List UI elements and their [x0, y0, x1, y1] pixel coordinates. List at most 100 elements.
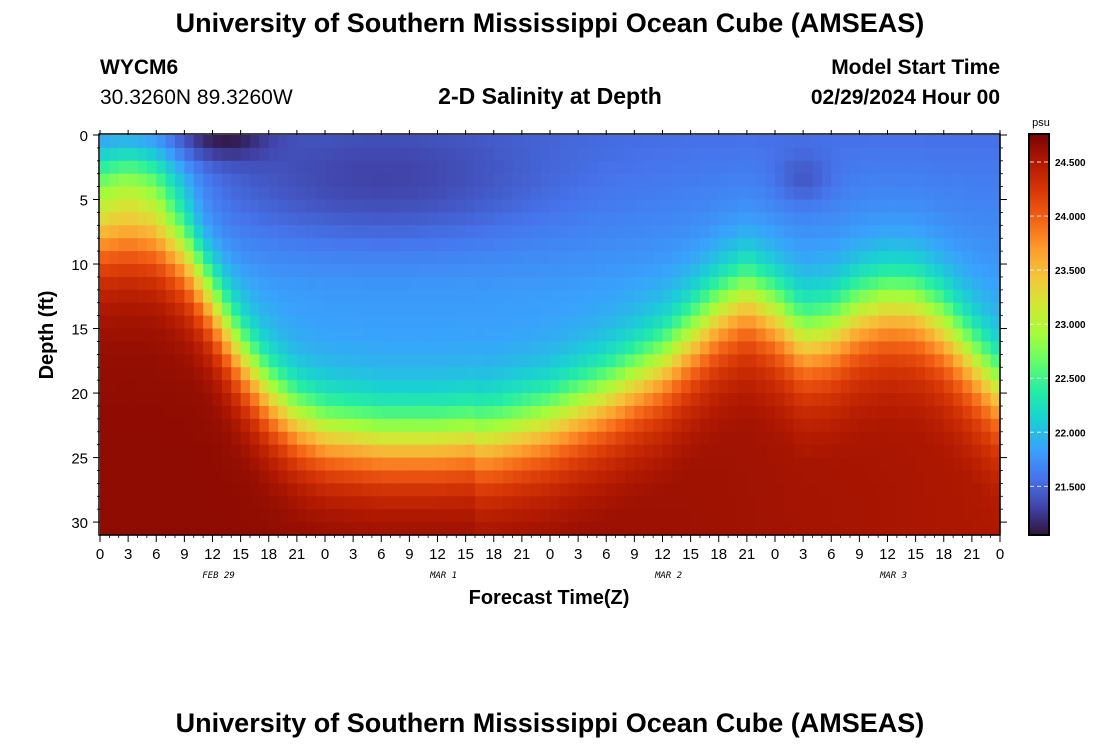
heat-cell [765, 354, 776, 368]
heat-cell [803, 251, 814, 265]
heat-cell [793, 380, 804, 394]
heat-cell [765, 302, 776, 317]
heat-cell [775, 457, 785, 472]
heat-cell [634, 289, 645, 304]
heat-cell [812, 302, 823, 317]
heat-cell [175, 483, 185, 497]
heat-cell [925, 496, 935, 510]
heat-cell [193, 328, 204, 343]
heat-cell [550, 289, 560, 304]
heat-cell [596, 264, 607, 278]
heat-cell [962, 380, 973, 394]
heat-cell [662, 315, 673, 330]
heat-cell [643, 341, 654, 355]
heat-cell [296, 431, 307, 446]
heat-cell [268, 380, 279, 394]
heat-cell [362, 173, 373, 188]
heat-cell [184, 470, 195, 484]
heat-cell [240, 367, 251, 381]
heat-cell [118, 135, 129, 149]
heat-cell [221, 135, 232, 149]
heat-cell [690, 341, 701, 355]
heat-cell [212, 276, 223, 291]
heat-cell [812, 380, 823, 394]
heat-cell [896, 522, 907, 536]
heat-cell [906, 431, 917, 446]
heat-cell [418, 173, 429, 188]
heat-cell [118, 509, 129, 523]
heat-cell [840, 199, 851, 214]
heat-cell [709, 354, 720, 368]
heat-cell [953, 251, 964, 265]
heat-cell [325, 135, 335, 149]
heat-cell [578, 147, 589, 162]
heat-cell [287, 522, 298, 536]
footer-title: University of Southern Mississippi Ocean… [175, 708, 925, 738]
heat-cell [625, 405, 635, 420]
heat-cell [671, 393, 682, 407]
heat-cell [662, 264, 673, 278]
heat-cell [484, 380, 495, 394]
heat-cell [962, 264, 973, 278]
heat-cell [240, 457, 251, 472]
heat-cell [784, 457, 795, 472]
heat-cell [353, 173, 364, 188]
x-tick-label: 15 [682, 546, 699, 563]
heat-cell [456, 238, 467, 252]
heat-cell [325, 160, 335, 175]
heat-cell [643, 238, 654, 252]
heat-cell [193, 251, 204, 265]
heat-cell [653, 264, 664, 278]
heat-cell [278, 212, 289, 226]
heat-cell [400, 354, 410, 368]
heat-cell [681, 367, 692, 381]
heat-cell [418, 444, 429, 459]
heat-cell [953, 302, 964, 317]
heat-cell [493, 135, 504, 149]
heat-cell [615, 160, 626, 175]
heat-cell [850, 509, 860, 523]
heat-cell [381, 393, 392, 407]
heat-cell [371, 522, 382, 536]
heat-cell [803, 367, 814, 381]
heat-cell [540, 483, 551, 497]
heat-cell [193, 444, 204, 459]
heat-cell [803, 431, 814, 446]
heat-cell [915, 276, 926, 291]
heat-cell [409, 160, 420, 175]
heat-cell [887, 302, 898, 317]
heat-cell [943, 367, 954, 381]
heat-cell [625, 289, 635, 304]
heat-cell [681, 251, 692, 265]
heat-cell [381, 302, 392, 317]
heat-cell [850, 251, 860, 265]
heat-cell [709, 457, 720, 472]
x-tick-label: 21 [289, 546, 306, 563]
heat-cell [793, 457, 804, 472]
heat-cell [728, 367, 739, 381]
heat-cell [587, 186, 598, 201]
heat-cell [625, 380, 635, 394]
heat-cell [821, 470, 832, 484]
heat-cell [681, 496, 692, 510]
heat-cell [259, 289, 270, 304]
heat-cell [540, 160, 551, 175]
heat-cell [109, 160, 120, 175]
heat-cell [390, 135, 401, 149]
heat-cell [596, 444, 607, 459]
heat-cell [512, 186, 523, 201]
heat-cell [625, 173, 635, 188]
heat-cell [362, 457, 373, 472]
heat-cell [606, 186, 617, 201]
heat-cell [259, 160, 270, 175]
heat-cell [821, 341, 832, 355]
heat-cell [531, 522, 542, 536]
heat-cell [896, 147, 907, 162]
heat-cell [109, 509, 120, 523]
heat-cell [981, 483, 992, 497]
heat-cell [662, 199, 673, 214]
heat-cell [465, 431, 476, 446]
heat-cell [896, 367, 907, 381]
heat-cell [840, 264, 851, 278]
heat-cell [109, 212, 120, 226]
